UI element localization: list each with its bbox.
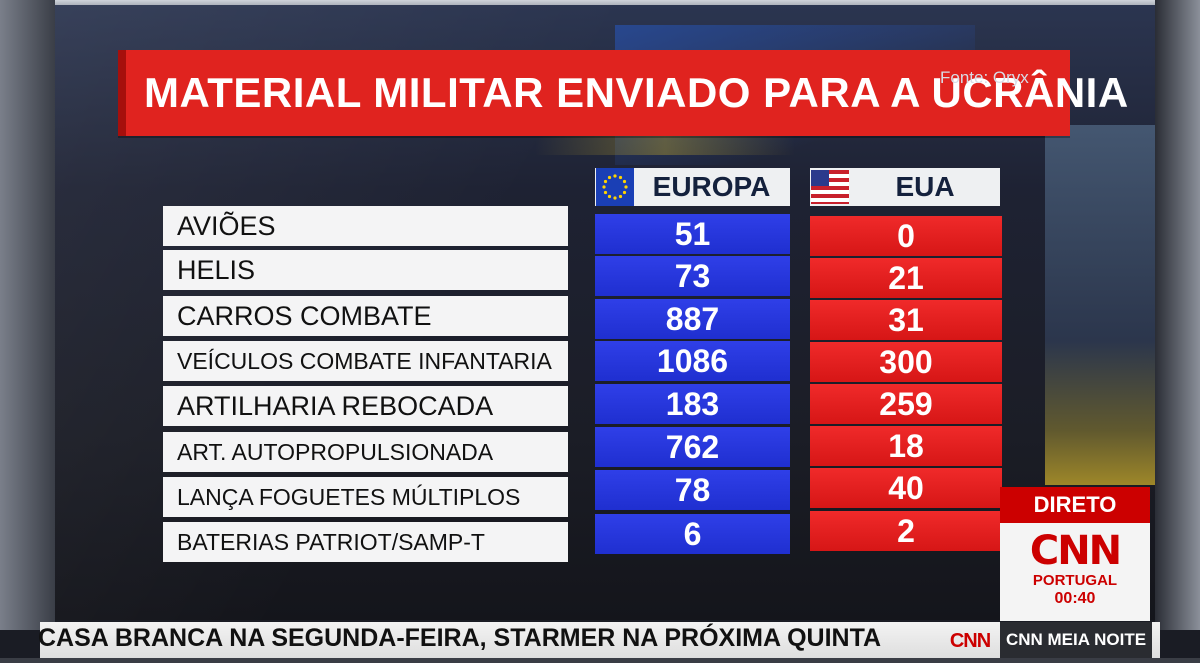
us-flag-icon [811,170,849,204]
live-badge: DIRETO [1000,487,1150,523]
us-flag-canton [811,170,829,186]
europe-value: 1086 [595,341,790,381]
cnn-logo-box: CNN PORTUGAL 00:40 [1000,523,1150,621]
show-name: CNN MEIA NOITE [1000,622,1152,658]
row-label: VEÍCULOS COMBATE INFANTARIA [163,341,568,381]
usa-value: 31 [810,300,1002,340]
tv-bezel-top [0,0,1200,8]
usa-value: 40 [810,468,1002,508]
row-label: AVIÕES [163,206,568,246]
broadcast-clock: 00:40 [1054,590,1096,607]
europe-value: 51 [595,214,790,254]
europe-value: 887 [595,299,790,339]
title-stripe [118,50,126,136]
row-label: HELIS [163,250,568,290]
column-header-usa-label: EUA [895,171,955,202]
europe-value: 6 [595,514,790,554]
background-right [1155,0,1200,630]
tv-bezel-bottom [0,658,1200,663]
europe-value: 183 [595,384,790,424]
row-label: ART. AUTOPROPULSIONADA [163,432,568,472]
news-ticker [40,622,1160,658]
usa-value: 0 [810,216,1002,256]
europe-value: 73 [595,256,790,296]
usa-value: 259 [810,384,1002,424]
background-left [0,0,55,630]
eu-flag-icon [596,168,634,206]
row-label: CARROS COMBATE [163,296,568,336]
europe-value: 78 [595,470,790,510]
europe-value: 762 [595,427,790,467]
usa-value: 2 [810,511,1002,551]
row-label: ARTILHARIA REBOCADA [163,386,568,426]
ticker-cnn-logo: CNN [949,629,991,652]
page-title: MATERIAL MILITAR ENVIADO PARA A UCRÂNIA [144,69,1129,116]
usa-value: 300 [810,342,1002,382]
column-header-europe-label: EUROPA [652,171,771,202]
background-building [1045,125,1155,485]
ticker-headline: CASA BRANCA NA SEGUNDA-FEIRA, STARMER NA… [38,624,882,652]
usa-value: 18 [810,426,1002,466]
title-bar: MATERIAL MILITAR ENVIADO PARA A UCRÂNIA [118,50,1128,136]
eu-stars-icon [602,174,628,200]
cnn-logo: CNN [1029,528,1122,574]
cnn-region: PORTUGAL [1032,572,1118,589]
source-label: Fonte: Oryx [940,68,1029,87]
row-label: LANÇA FOGUETES MÚLTIPLOS [163,477,568,517]
usa-value: 21 [810,258,1002,298]
row-label: BATERIAS PATRIOT/SAMP-T [163,522,568,562]
